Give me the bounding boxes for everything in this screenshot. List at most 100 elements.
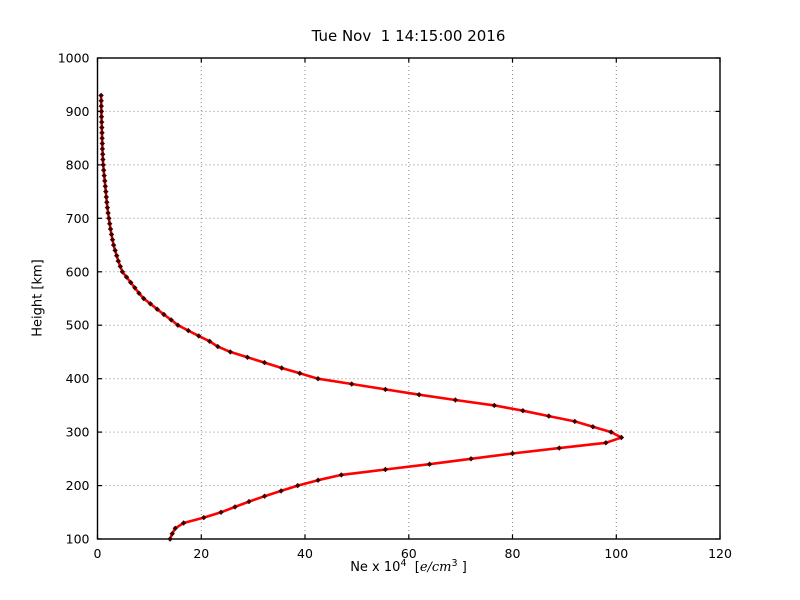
data-point-marker: [115, 258, 121, 264]
x-axis-label-units: e/cm: [419, 560, 452, 575]
data-point-marker: [136, 290, 142, 296]
data-point-marker: [172, 525, 178, 531]
data-point-marker: [99, 146, 106, 152]
data-point-marker: [196, 333, 202, 339]
data-point-marker: [147, 301, 154, 307]
data-point-marker: [185, 327, 191, 334]
x-tick-label: 120: [708, 546, 732, 561]
data-point-marker: [104, 204, 111, 211]
data-point-marker: [132, 285, 138, 291]
data-point-marker: [246, 498, 252, 505]
y-tick-label: 100: [66, 532, 90, 547]
data-point-marker: [468, 456, 474, 462]
data-point-marker: [232, 504, 238, 510]
data-point-marker: [175, 322, 181, 328]
data-point-marker: [109, 237, 116, 243]
data-point-marker: [112, 247, 118, 254]
x-axis-label-prefix: Ne x 10: [350, 560, 401, 575]
data-point-marker: [206, 338, 213, 344]
data-point-marker: [99, 130, 105, 136]
data-point-marker: [98, 98, 104, 104]
y-axis-label: Height [km]: [30, 259, 46, 337]
data-point-marker: [99, 135, 105, 141]
data-point-marker: [491, 402, 497, 409]
x-tick-label: 80: [505, 546, 521, 561]
data-point-marker: [382, 386, 389, 393]
data-point-marker: [201, 514, 207, 521]
data-point-marker: [603, 440, 609, 446]
x-axis-label-close: ]: [457, 560, 467, 575]
data-point-marker: [382, 466, 389, 473]
data-point-marker: [546, 413, 552, 419]
data-point-marker: [101, 172, 107, 179]
data-point-marker: [154, 306, 160, 312]
data-point-marker: [572, 418, 578, 425]
data-point-marker: [315, 376, 321, 382]
data-point-marker: [452, 397, 459, 403]
data-point-marker: [416, 392, 422, 398]
x-tick-label: 20: [193, 546, 209, 561]
data-point-marker: [261, 359, 268, 366]
data-point-marker: [102, 178, 108, 184]
data-point-marker: [102, 183, 108, 189]
x-tick-label: 60: [401, 546, 417, 561]
data-point-marker: [117, 263, 123, 270]
data-point-marker: [608, 429, 614, 435]
data-point-marker: [100, 151, 106, 157]
data-point-marker: [103, 188, 109, 195]
y-tick-label: 500: [66, 318, 90, 333]
x-axis-label-bracket: [: [406, 560, 420, 575]
data-point-marker: [297, 370, 303, 376]
data-point-marker: [128, 279, 134, 286]
data-point-marker: [105, 210, 111, 216]
data-point-marker: [123, 274, 130, 280]
data-point-marker: [261, 493, 268, 499]
y-tick-label: 800: [66, 157, 90, 172]
data-point-marker: [98, 92, 104, 99]
data-point-marker: [295, 482, 301, 489]
data-line: [99, 95, 623, 540]
data-point-marker: [279, 365, 285, 371]
data-point-marker: [167, 536, 173, 542]
data-point-marker: [104, 199, 110, 205]
data-point-marker: [218, 509, 224, 515]
x-axis-label-exponent: 4: [400, 558, 407, 569]
y-tick-label: 200: [66, 478, 90, 493]
data-point-marker: [114, 253, 120, 259]
data-point-marker: [244, 354, 251, 360]
data-point-marker: [180, 520, 187, 526]
data-point-marker: [101, 167, 107, 173]
x-tick-label: 100: [604, 546, 628, 561]
data-point-marker: [99, 119, 105, 125]
data-point-marker: [315, 477, 321, 483]
data-point-marker: [509, 450, 516, 457]
data-point-marker: [110, 242, 117, 248]
chart-title: Tue Nov 1 14:15:00 2016: [311, 27, 506, 45]
data-point-marker: [161, 311, 167, 318]
data-point-marker: [590, 424, 596, 430]
y-tick-label: 700: [66, 211, 90, 226]
y-tick-label: 300: [66, 425, 90, 440]
x-axis-label: Ne x 104 [e/cm3 ]: [97, 558, 720, 575]
data-point-marker: [349, 381, 355, 387]
data-point-marker: [107, 226, 114, 232]
x-axis-label-units-exponent: 3: [451, 558, 458, 569]
data-point-marker: [119, 269, 126, 275]
y-tick-label: 900: [66, 104, 90, 119]
data-point-marker: [141, 295, 147, 302]
data-point-marker: [556, 445, 562, 451]
y-tick-label: 400: [66, 371, 90, 386]
data-point-marker: [100, 156, 106, 163]
data-point-marker: [106, 215, 112, 221]
y-tick-label: 600: [66, 264, 90, 279]
data-point-marker: [100, 162, 106, 168]
x-tick-label: 40: [297, 546, 313, 561]
data-point-marker: [215, 343, 221, 350]
data-point-marker: [107, 221, 113, 227]
data-point-marker: [98, 108, 105, 115]
data-point-marker: [98, 103, 104, 109]
data-point-marker: [338, 472, 344, 478]
x-tick-label: 0: [94, 546, 102, 561]
